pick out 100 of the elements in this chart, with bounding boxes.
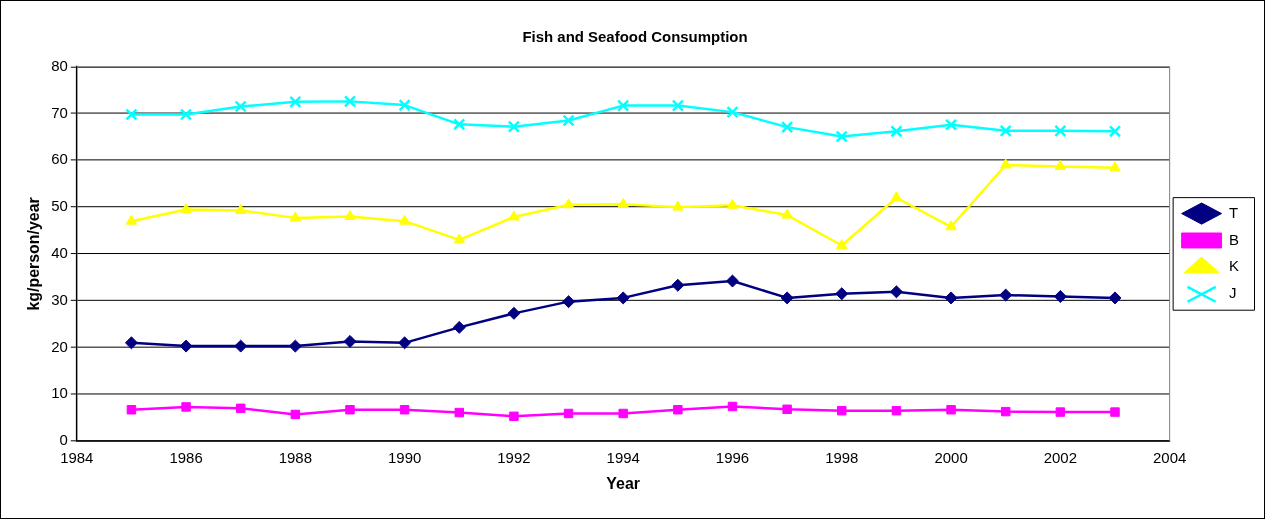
point — [1055, 407, 1066, 417]
point — [1054, 124, 1067, 138]
point — [618, 408, 628, 419]
point — [507, 306, 521, 320]
x-tick-label: 2000 — [934, 449, 968, 467]
y-axis-title: kg/person/year — [24, 197, 42, 311]
point — [507, 120, 521, 133]
point — [1000, 158, 1012, 169]
point — [179, 339, 193, 353]
point — [289, 211, 302, 222]
point — [509, 411, 519, 422]
point — [671, 99, 685, 112]
point — [837, 405, 847, 416]
point — [673, 405, 683, 415]
point — [726, 274, 739, 288]
y-tick-label: 70 — [51, 103, 68, 121]
point — [343, 95, 357, 108]
x-tick-label: 1990 — [387, 449, 422, 467]
point — [343, 334, 357, 348]
point — [562, 198, 575, 209]
x-tick-label: 1988 — [278, 449, 312, 467]
x-tick-label: 2002 — [1043, 449, 1077, 467]
point — [835, 130, 848, 143]
legend-label: J — [1229, 284, 1237, 302]
point — [290, 409, 301, 420]
y-tick-label: 0 — [59, 431, 68, 449]
point — [452, 320, 466, 334]
y-tick-label: 80 — [51, 56, 68, 74]
x-axis-title: Year — [606, 474, 641, 492]
point — [782, 404, 792, 414]
point — [726, 198, 739, 209]
point — [891, 405, 902, 416]
point — [234, 339, 248, 353]
point — [945, 220, 957, 231]
point — [946, 405, 956, 415]
point — [617, 197, 629, 208]
point — [1053, 290, 1067, 303]
point — [889, 285, 903, 299]
point — [1108, 125, 1122, 138]
y-tick-label: 20 — [51, 337, 68, 355]
point — [562, 295, 576, 309]
point — [399, 405, 410, 415]
point — [671, 278, 685, 292]
point — [1109, 161, 1121, 172]
point — [453, 118, 466, 131]
point — [235, 403, 246, 414]
point — [944, 118, 958, 131]
point — [181, 402, 191, 412]
point — [563, 408, 574, 419]
point — [180, 202, 192, 213]
point — [944, 291, 958, 305]
point — [398, 214, 411, 225]
point — [726, 105, 739, 119]
point — [126, 405, 137, 415]
point — [234, 100, 247, 113]
y-tick-label: 10 — [51, 384, 68, 402]
y-tick-label: 50 — [51, 197, 68, 215]
point — [235, 203, 247, 214]
legend-label: K — [1229, 257, 1240, 275]
legend-label: B — [1229, 230, 1240, 248]
point — [125, 214, 138, 225]
point — [780, 291, 794, 305]
point — [179, 108, 193, 121]
point — [124, 336, 138, 350]
point — [616, 291, 630, 305]
point — [890, 125, 903, 138]
point — [344, 210, 356, 220]
point — [289, 95, 302, 109]
point — [617, 99, 630, 112]
point — [781, 208, 793, 219]
point — [562, 114, 575, 127]
x-tick-label: 1998 — [825, 449, 859, 467]
point — [890, 191, 903, 202]
x-tick-label: 2004 — [1153, 449, 1187, 467]
x-tick-label: 1986 — [169, 449, 203, 467]
point — [727, 401, 738, 412]
point — [454, 407, 465, 418]
x-tick-label: 1984 — [60, 449, 94, 467]
x-tick-label: 1994 — [606, 449, 640, 467]
point — [672, 200, 684, 211]
point — [453, 233, 465, 244]
point — [345, 405, 355, 415]
y-tick-label: 40 — [51, 244, 68, 262]
point — [1110, 407, 1120, 417]
legend-label: T — [1229, 203, 1239, 221]
y-tick-label: 60 — [51, 150, 68, 168]
point — [999, 288, 1013, 302]
point — [125, 108, 138, 121]
x-tick-label: 1992 — [497, 449, 531, 467]
point — [999, 124, 1012, 138]
point — [398, 98, 411, 112]
y-tick-label: 30 — [51, 290, 68, 308]
point — [398, 336, 412, 350]
point — [836, 239, 848, 249]
point — [508, 210, 520, 221]
point — [288, 339, 302, 353]
point — [1000, 406, 1011, 417]
x-tick-label: 1996 — [715, 449, 750, 467]
point — [835, 287, 849, 301]
point — [780, 120, 794, 134]
